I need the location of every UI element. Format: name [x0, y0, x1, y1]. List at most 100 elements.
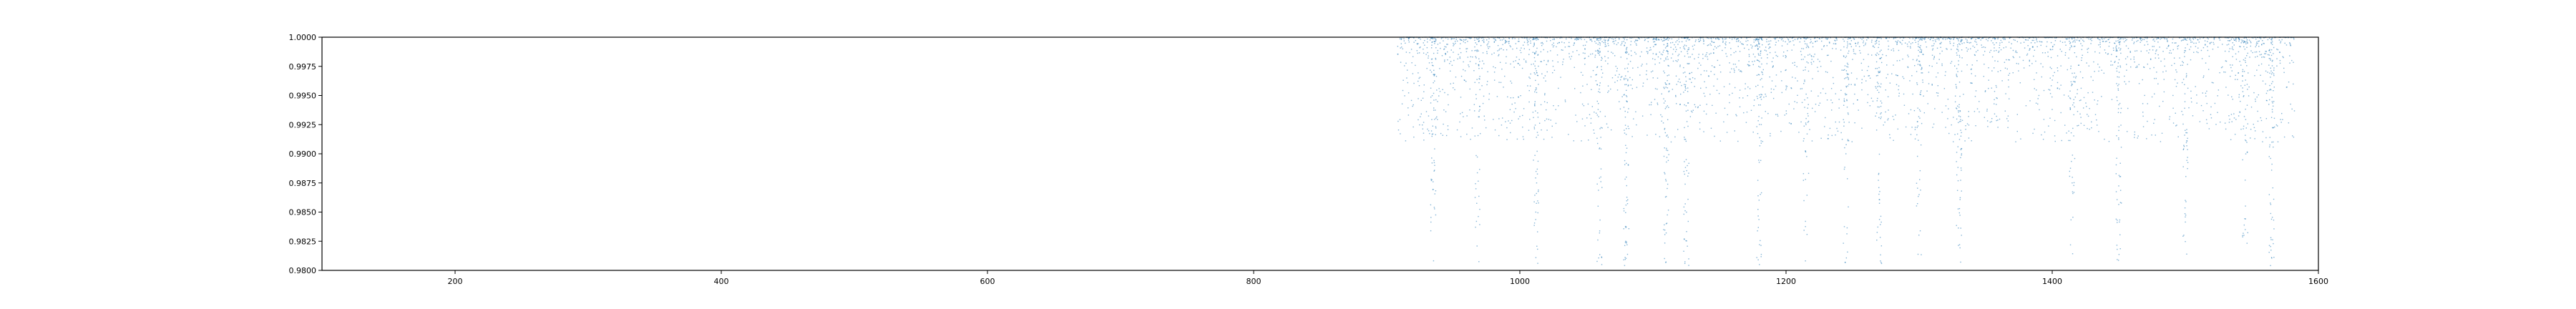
data-point	[1899, 41, 1901, 43]
data-point	[1581, 36, 1582, 39]
data-point	[2026, 54, 2028, 56]
data-point	[1684, 89, 1686, 91]
data-point	[2247, 41, 2248, 44]
data-point	[1543, 77, 1545, 79]
data-point-streak	[1430, 47, 1433, 49]
data-point	[1401, 46, 1402, 48]
data-point	[1535, 79, 1536, 82]
data-point	[2202, 92, 2204, 94]
data-point	[1704, 95, 1706, 97]
data-point-streak	[2182, 235, 2184, 237]
data-point-streak	[2118, 37, 2119, 39]
data-point	[2202, 46, 2205, 49]
data-point	[1753, 104, 1755, 107]
data-point	[1652, 70, 1654, 72]
data-point	[1781, 80, 1782, 82]
data-point	[2180, 40, 2182, 41]
data-point-streak	[1918, 60, 1920, 62]
data-point	[2060, 112, 2062, 114]
data-point-streak	[1597, 38, 1599, 39]
data-point	[1543, 49, 1545, 51]
data-point	[1722, 41, 1724, 43]
data-point	[1939, 53, 1941, 54]
data-point	[1966, 39, 1968, 41]
data-point	[2110, 60, 2112, 62]
data-point	[1817, 67, 1818, 68]
data-point-streak	[2270, 39, 2272, 40]
data-point	[2006, 118, 2008, 119]
data-point-streak	[2273, 228, 2275, 230]
data-point-streak	[1804, 99, 1805, 101]
data-point-streak	[2119, 102, 2121, 104]
data-point	[1397, 129, 1400, 131]
data-point	[1947, 118, 1948, 119]
data-point-streak	[1534, 124, 1536, 126]
data-point	[2233, 113, 2235, 114]
data-point	[1923, 38, 1924, 39]
data-point	[2054, 140, 2056, 142]
data-point	[1782, 55, 1784, 57]
data-point	[1840, 89, 1842, 92]
data-point	[2078, 124, 2079, 127]
data-point	[2009, 72, 2011, 74]
data-point-streak	[1804, 81, 1805, 82]
data-point-streak	[1475, 98, 1477, 99]
data-point	[1652, 77, 1654, 79]
data-point	[2160, 60, 2162, 62]
data-point	[2077, 89, 2079, 91]
data-point	[2256, 56, 2258, 57]
data-point-streak	[2119, 112, 2122, 114]
data-point	[2101, 37, 2102, 39]
data-point-streak	[2186, 75, 2187, 77]
data-point	[2283, 72, 2285, 74]
data-point	[1654, 59, 1656, 60]
data-point	[1976, 44, 1978, 45]
data-point	[1997, 60, 1999, 62]
data-point	[1575, 114, 1576, 116]
data-point	[1959, 110, 1961, 112]
data-point	[2240, 64, 2242, 66]
data-point	[1831, 109, 1833, 111]
data-point-streak	[2243, 71, 2245, 72]
data-point	[1986, 110, 1988, 112]
data-point-streak	[1479, 109, 1480, 111]
data-point	[1857, 99, 1858, 101]
data-point	[1538, 122, 1541, 124]
data-point	[2147, 44, 2149, 45]
data-point	[1918, 37, 1920, 39]
data-point	[1873, 46, 1875, 48]
data-point	[1497, 50, 1498, 52]
data-point	[1963, 42, 1965, 44]
data-point	[2067, 69, 2068, 71]
data-point	[1534, 65, 1536, 67]
data-point	[1903, 104, 1906, 106]
data-point	[1530, 37, 1531, 39]
data-point	[1493, 41, 1496, 43]
data-point-streak	[1599, 92, 1601, 93]
data-point	[1876, 37, 1878, 39]
data-point-streak	[1919, 179, 1921, 180]
data-point-streak	[1843, 104, 1845, 106]
data-point	[1922, 79, 1923, 81]
data-point	[1895, 114, 1896, 116]
data-point-streak	[2187, 162, 2189, 163]
data-point	[1631, 79, 1634, 81]
data-point-streak	[2116, 67, 2117, 69]
data-point	[2182, 39, 2185, 41]
data-point-streak	[1958, 244, 1961, 245]
data-point	[1478, 38, 1480, 39]
data-point	[2285, 44, 2288, 46]
data-point	[1988, 67, 1989, 69]
data-point	[1775, 37, 1777, 39]
data-point-streak	[1533, 128, 1536, 129]
data-point	[1612, 41, 1614, 43]
data-points	[1397, 36, 2296, 266]
data-point	[1819, 61, 1820, 62]
data-point-streak	[1688, 172, 1689, 174]
data-point-streak	[1685, 105, 1687, 107]
data-point	[2116, 50, 2117, 52]
data-point	[1921, 37, 1923, 39]
data-point-streak	[1878, 54, 1880, 55]
data-point-streak	[1598, 91, 1599, 92]
data-point-streak	[1760, 192, 1762, 194]
